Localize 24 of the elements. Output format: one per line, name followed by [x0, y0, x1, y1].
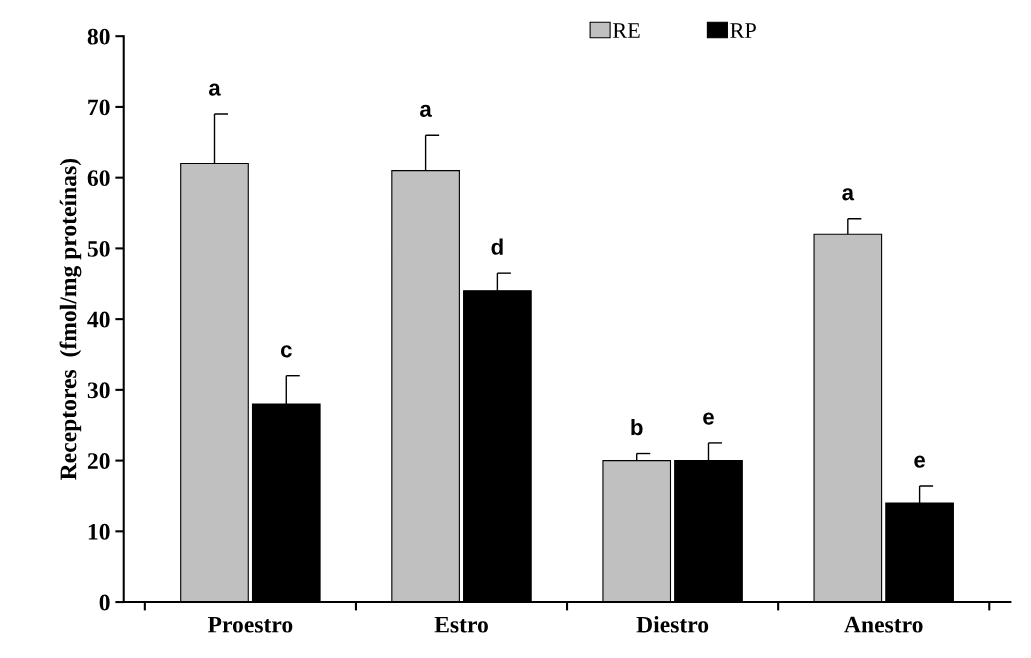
x-tick-label: Diestro	[636, 615, 709, 633]
legend-label: RE	[612, 23, 640, 38]
y-axis-title: Receptores (fmol/mg proteínas)	[59, 158, 82, 480]
y-tick-label: 10	[88, 523, 110, 540]
data-label: d	[491, 238, 503, 255]
data-label: a	[842, 188, 855, 201]
y-tick-label: 70	[88, 99, 110, 116]
y-tick-label: 50	[87, 240, 110, 257]
x-tick-label: Anestro	[844, 616, 923, 633]
data-label: a	[208, 83, 221, 96]
y-tick-label: 60	[87, 170, 110, 187]
y-tick-label: 20	[87, 453, 110, 470]
data-label: c	[280, 345, 292, 358]
x-tick-label: Proestro	[207, 616, 293, 633]
data-label: e	[703, 412, 714, 425]
legend-label: RP	[730, 23, 756, 38]
data-label: a	[420, 104, 432, 117]
x-tick-label: Estro	[434, 616, 488, 633]
y-tick-label: 80	[87, 28, 110, 45]
y-tick-label: 0	[99, 594, 110, 611]
data-label: e	[914, 455, 926, 468]
data-label: b	[631, 418, 643, 436]
y-tick-label: 30	[87, 382, 110, 399]
y-tick-label: 40	[87, 311, 110, 328]
